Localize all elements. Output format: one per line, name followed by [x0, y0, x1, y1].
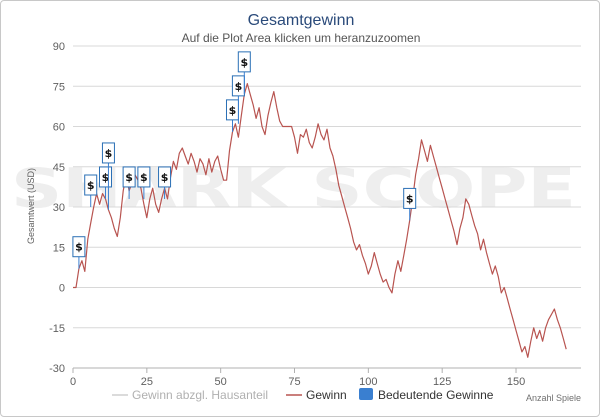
significant-win-marker[interactable]: $ [403, 187, 417, 221]
marker-flag [403, 187, 417, 209]
legend-label-gewinn: Gewinn [306, 388, 347, 402]
series-layer [73, 83, 567, 358]
axis-layer: -30 -15 0 15 30 45 60 75 90 0 25 50 75 100 125 150 [49, 41, 581, 388]
chart-subtitle: Auf die Plot Area klicken um heranzuzoom… [182, 31, 421, 45]
significant-win-marker[interactable]: $ [72, 236, 86, 269]
x-axis-label: Anzahl Spiele [526, 393, 581, 403]
marker-flag-label: $ [229, 104, 237, 117]
x-tick-label: 150 [507, 376, 525, 388]
y-tick-label: 90 [53, 41, 65, 53]
marker-flag [237, 51, 251, 73]
y-tick-label: 30 [53, 202, 65, 214]
legend-label-gewinn-abzgl-hausanteil: Gewinn abzgl. Hausanteil [132, 388, 268, 402]
marker-flag-label: $ [406, 192, 414, 205]
significant-win-marker[interactable]: $ [84, 174, 98, 207]
y-tick-label: 15 [53, 242, 65, 254]
significant-win-marker[interactable]: $ [101, 142, 115, 210]
marker-flag [137, 166, 151, 188]
legend-label-bedeutende-gewinne: Bedeutende Gewinne [378, 388, 494, 402]
marker-flag-label: $ [240, 56, 248, 69]
grid-layer [73, 45, 581, 369]
y-tick-label: -15 [49, 323, 65, 335]
x-tick-label: 75 [288, 376, 300, 388]
marker-flag-label: $ [161, 171, 169, 184]
significant-win-marker[interactable]: $ [225, 99, 239, 132]
x-tick-label: 100 [359, 376, 377, 388]
marker-flag-label: $ [75, 241, 83, 254]
x-tick-label: 50 [215, 376, 227, 388]
marker-flag-label: $ [102, 171, 110, 184]
chart-title: Gesamtgewinn [248, 12, 355, 29]
x-tick-label: 125 [433, 376, 451, 388]
significant-win-marker[interactable]: $ [158, 166, 172, 199]
legend: Gewinn abzgl. Hausanteil Gewinn Bedeuten… [112, 388, 494, 402]
y-tick-label: 45 [53, 162, 65, 174]
marker-flag-label: $ [105, 147, 113, 160]
legend-item-gewinn-abzgl-hausanteil[interactable]: Gewinn abzgl. Hausanteil [112, 388, 268, 402]
y-tick-label: 60 [53, 122, 65, 134]
y-tick-label: -30 [49, 363, 65, 375]
x-tick-label: 0 [70, 376, 76, 388]
marker-flag [72, 236, 86, 258]
significant-win-marker[interactable]: $ [237, 51, 251, 95]
x-tick-label: 25 [141, 376, 153, 388]
legend-item-bedeutende-gewinne[interactable]: Bedeutende Gewinne [359, 388, 494, 402]
marker-flag [84, 174, 98, 196]
marker-flag-label: $ [125, 171, 133, 184]
marker-flag-label: $ [235, 80, 243, 93]
legend-item-gewinn[interactable]: Gewinn [286, 388, 347, 402]
y-tick-label: 0 [59, 283, 65, 295]
y-axis-label: Gesamtwert (USD) [26, 168, 36, 244]
marker-layer: $ $ $ $ $ $ $ $ $ $ $ [72, 51, 417, 269]
significant-win-marker[interactable]: $ [137, 166, 151, 199]
marker-flag [101, 142, 115, 164]
marker-flag [158, 166, 172, 188]
marker-flag [122, 166, 136, 188]
y-tick-label: 75 [53, 81, 65, 93]
series-line-gewinn[interactable] [73, 83, 567, 358]
marker-flag-label: $ [87, 179, 95, 192]
marker-flag-label: $ [140, 171, 148, 184]
significant-win-marker[interactable]: $ [122, 166, 136, 199]
